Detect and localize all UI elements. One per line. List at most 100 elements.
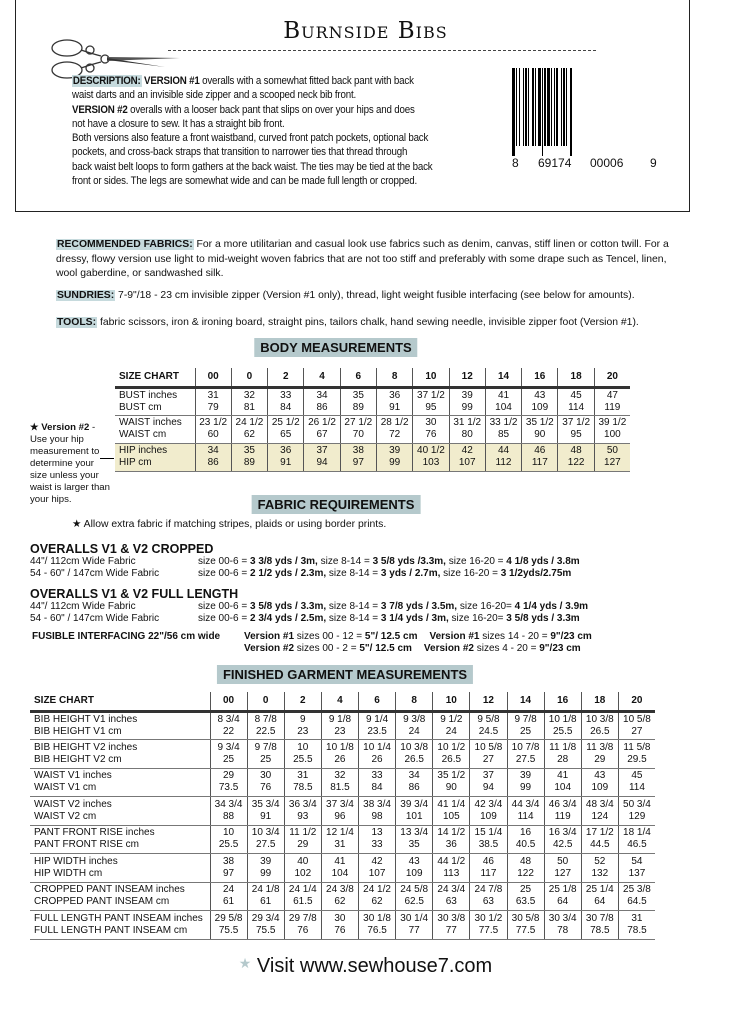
value-inches: 35 1/2	[525, 417, 554, 428]
size-range: size 8-14 =	[317, 556, 373, 567]
table-cell: 29 5/8 75.5	[209, 910, 248, 940]
table-cell: 9 1/8 23	[320, 711, 359, 740]
row-label-cm: BUST cm	[119, 401, 162, 413]
value-inches: 45	[631, 770, 643, 782]
value-cm: 99	[461, 401, 473, 413]
value-inches: 42	[371, 855, 383, 867]
interfacing-length: 9"/23 cm	[539, 643, 581, 654]
barcode-bar	[516, 68, 517, 146]
value-inches: 24 1/8	[251, 884, 280, 896]
value-inches: 9 1/8	[328, 713, 352, 725]
table-cell: 39 99	[448, 387, 486, 416]
description: DESCRIPTION: VERSION #1 overalls with a …	[72, 74, 504, 188]
value-cm: 29.5	[627, 753, 647, 765]
table-cell: 39 1/2 100	[593, 415, 630, 444]
row-label-inches: FULL LENGTH PANT INSEAM inches	[34, 912, 203, 924]
value-cm: 61.5	[293, 896, 313, 908]
interfacing-amount: Version #1 sizes 00 - 12 = 5"/ 12.5 cm	[244, 631, 417, 643]
body-measurements-table: SIZE CHART 00 0 2 4 6 8 10 12 14 16 18 20 BUST inches…	[115, 368, 630, 472]
fabric-note-text: Allow extra fabric if matching stripes, …	[83, 519, 387, 530]
table-cell: 13 3/4 35	[395, 825, 433, 854]
interfacing-version: Version #1	[429, 631, 480, 642]
interfacing-sizes: sizes 14 - 20 =	[479, 631, 551, 642]
table-cell: 25 1/2 65	[267, 415, 304, 444]
value-cm: 42.5	[552, 839, 573, 851]
value-inches: 11 1/8	[549, 741, 577, 753]
interfacing-sizes: sizes 00 - 2 =	[294, 643, 360, 654]
value-inches: 35 3/4	[251, 798, 280, 810]
value-inches: 39	[461, 389, 473, 401]
value-inches: 25 1/4	[585, 884, 614, 896]
row-label: WAIST V1 inches WAIST V1 cm	[30, 768, 210, 797]
value-inches: 39 3/4	[400, 798, 429, 810]
value-cm: 104	[495, 401, 512, 413]
value-cm: 64	[594, 896, 606, 908]
size-column-header: 10	[432, 692, 470, 713]
value-inches: 36	[389, 389, 401, 401]
table-cell: 9 3/8 24	[395, 711, 433, 740]
table-cell: 45 114	[617, 768, 655, 797]
value-cm: 100	[604, 429, 621, 440]
row-label-cm: FULL LENGTH PANT INSEAM cm	[34, 924, 188, 936]
value-inches: 40	[297, 855, 309, 867]
value-cm: 24	[445, 725, 457, 737]
table-cell: 42 107	[448, 443, 486, 472]
table-cell: 24 5/8 62.5	[395, 882, 433, 911]
table-cell: 9 23	[283, 711, 322, 740]
value-inches: 15 1/4	[474, 827, 503, 839]
description-text: not have a closure to sew. It has a stra…	[72, 117, 285, 130]
value-inches: 29 5/8	[214, 912, 243, 924]
table-cell: 42 107	[357, 853, 396, 883]
note-title: Version #2	[41, 422, 90, 433]
value-cm: 26.5	[590, 725, 610, 737]
row-label: HIP inches HIP cm	[115, 443, 195, 472]
table-cell: 30 76	[412, 415, 450, 444]
value-cm: 65	[280, 429, 292, 440]
sundries: SUNDRIES: 7-9"/18 - 23 cm invisible zipp…	[56, 289, 716, 304]
barcode-digit: 8	[512, 156, 519, 170]
value-cm: 81.5	[330, 782, 350, 794]
interfacing-row: Version #1 sizes 00 - 12 = 5"/ 12.5 cm Ve…	[244, 631, 592, 643]
interfacing-row: Version #2 sizes 00 - 2 = 5"/ 12.5 cm Ver…	[244, 643, 581, 655]
value-cm: 75.5	[255, 924, 276, 936]
row-label-inches: PANT FRONT RISE inches	[34, 827, 155, 839]
fabric-amounts: size 00-6 = 3 5/8 yds / 3.3m, size 8-14 …	[198, 601, 588, 613]
size-range: size 8-14 =	[326, 612, 381, 624]
value-inches: 10 1/2	[437, 741, 466, 753]
body-measurements-heading: BODY MEASUREMENTS	[254, 338, 418, 357]
value-cm: 117	[480, 867, 497, 879]
row-label: CROPPED PANT INSEAM inches CROPPED PANT I…	[30, 882, 210, 911]
value-cm: 91	[389, 401, 401, 413]
row-label-cm: HIP cm	[119, 457, 152, 468]
value-cm: 84	[280, 401, 292, 413]
value-cm: 38.5	[478, 839, 499, 851]
table-cell: 31 78.5	[617, 910, 655, 940]
table-cell: 39 99	[506, 768, 545, 797]
size-column-header: 00	[209, 692, 248, 713]
value-cm: 27	[631, 725, 643, 737]
value-cm: 86	[316, 401, 328, 413]
value-cm: 67	[316, 429, 328, 440]
value-inches: 32	[243, 389, 255, 401]
row-label-inches: CROPPED PANT INSEAM inches	[34, 884, 185, 896]
value-cm: 79	[207, 401, 219, 413]
row-label-inches: WAIST V1 inches	[34, 770, 112, 782]
value-inches: 9 1/2	[440, 713, 463, 725]
cut-line-divider	[168, 50, 596, 51]
value-cm: 101	[405, 810, 423, 822]
table-cell: 13 33	[357, 825, 396, 854]
table-cell: 40 1/2 103	[412, 443, 450, 472]
table-cell: 10 3/8 26.5	[580, 711, 619, 740]
table-cell: 29 3/4 75.5	[246, 910, 285, 940]
fabric-amounts: size 00-6 = 2 1/2 yds / 2.3m, size 8-14 …	[198, 568, 571, 580]
barcode-bar	[570, 68, 572, 156]
value-cm: 25.5	[218, 839, 239, 851]
value-inches: 25	[520, 884, 532, 896]
size-column-header: 2	[267, 368, 304, 389]
size-column-header: 6	[339, 368, 377, 389]
value-inches: 39	[520, 770, 532, 782]
row-label-inches: BUST inches	[119, 389, 178, 401]
tools: TOOLS: fabric scissors, iron & ironing b…	[56, 316, 716, 331]
website-link[interactable]: Visit www.sewhouse7.com	[256, 955, 493, 977]
row-label: BIB HEIGHT V1 inches BIB HEIGHT V1 cm	[30, 711, 210, 740]
